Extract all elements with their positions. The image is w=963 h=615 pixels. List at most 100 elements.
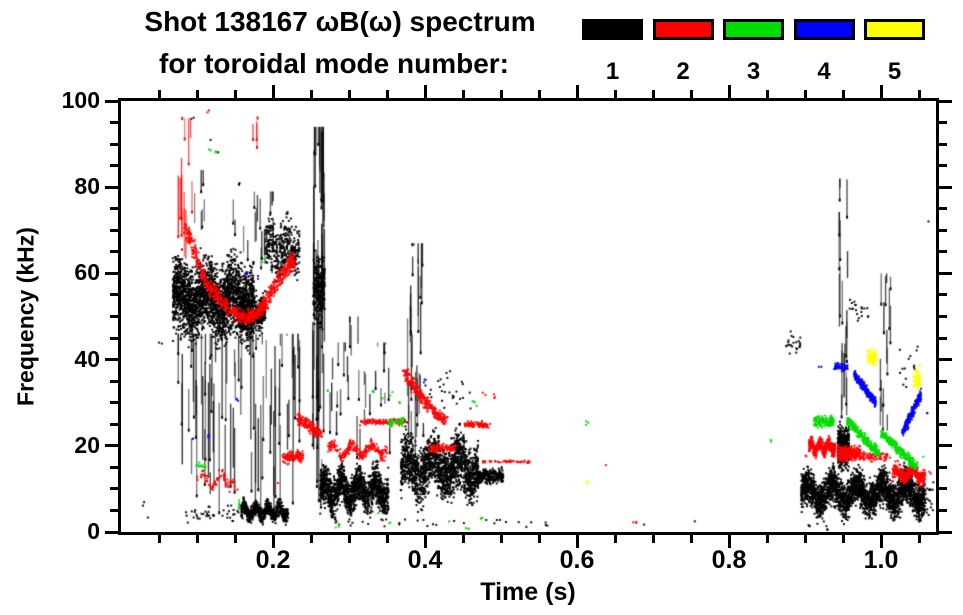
y-minor-tick-right — [939, 465, 947, 469]
y-major-tick — [105, 358, 118, 362]
y-tick-label: 100 — [61, 87, 100, 113]
x-axis-title: Time (s) — [480, 578, 576, 606]
y-minor-tick — [110, 293, 118, 297]
y-minor-tick — [110, 487, 118, 491]
y-minor-tick — [110, 379, 118, 383]
x-minor-tick-top — [195, 90, 199, 98]
x-minor-tick — [765, 535, 769, 543]
legend-number-4: 4 — [817, 58, 831, 85]
y-minor-tick-right — [939, 315, 947, 318]
x-minor-tick-top — [157, 90, 161, 98]
y-minor-tick-right — [939, 164, 947, 168]
y-tick-label: 20 — [74, 431, 100, 458]
x-minor-tick — [841, 535, 845, 543]
x-major-tick — [271, 535, 275, 548]
x-minor-tick — [499, 535, 503, 543]
x-major-tick-top — [271, 85, 275, 98]
x-minor-tick — [689, 535, 693, 543]
chart-title-line2: for toroidal mode number: — [159, 48, 509, 79]
x-minor-tick — [309, 535, 313, 543]
x-minor-tick — [917, 535, 921, 543]
x-minor-tick — [385, 535, 389, 543]
x-tick-label: 0.4 — [407, 546, 443, 574]
x-minor-tick — [461, 535, 465, 543]
y-minor-tick — [110, 401, 118, 405]
x-minor-tick — [651, 535, 655, 543]
y-minor-tick — [110, 336, 118, 340]
x-minor-tick-top — [499, 90, 503, 98]
y-minor-tick — [110, 250, 118, 254]
x-major-tick — [727, 535, 731, 548]
y-major-tick — [105, 530, 118, 534]
x-minor-tick — [347, 535, 351, 543]
y-minor-tick-right — [939, 293, 947, 297]
x-major-tick-top — [879, 85, 883, 98]
mode-legend: 1 2 3 4 5 — [0, 0, 963, 95]
x-major-tick-top — [727, 85, 731, 98]
y-minor-tick-right — [939, 142, 947, 146]
y-minor-tick — [110, 142, 118, 146]
y-minor-tick-right — [939, 336, 947, 340]
y-tick-label: 40 — [74, 345, 100, 372]
x-major-tick-top — [575, 85, 579, 98]
chart-title-line1: Shot 138167 ωB(ω) spectrum — [144, 6, 536, 37]
x-minor-tick-top — [917, 90, 921, 98]
x-tick-label: 0.6 — [559, 546, 595, 574]
y-tick-label: 0 — [87, 518, 100, 544]
x-minor-tick-top — [537, 90, 541, 98]
y-major-tick-right — [939, 271, 952, 275]
legend-number-5: 5 — [887, 58, 902, 85]
y-minor-tick-right — [939, 487, 947, 491]
y-minor-tick — [110, 164, 118, 168]
x-minor-tick-top — [689, 90, 693, 98]
legend-swatch-5 — [864, 19, 925, 40]
y-minor-tick — [110, 207, 118, 211]
x-tick-label: 1.0 — [863, 546, 899, 574]
y-minor-tick-right — [939, 401, 947, 405]
x-major-tick — [575, 535, 579, 548]
y-minor-tick-right — [939, 121, 947, 125]
plot-axes-box — [118, 98, 939, 535]
y-minor-tick — [110, 422, 118, 426]
y-minor-tick-right — [939, 250, 947, 254]
y-minor-tick-right — [939, 228, 947, 232]
y-axis-title: Frequency (kHz) — [12, 227, 39, 406]
spectrogram-canvas — [121, 101, 936, 532]
legend-number-3: 3 — [746, 58, 761, 85]
y-minor-tick — [110, 121, 118, 125]
y-major-tick-right — [939, 185, 952, 189]
y-minor-tick-right — [939, 379, 947, 383]
x-tick-label: 0.2 — [255, 546, 291, 574]
y-minor-tick-right — [939, 508, 947, 512]
y-tick-label: 80 — [74, 173, 100, 200]
x-minor-tick-top — [233, 90, 237, 98]
y-tick-label: 60 — [74, 259, 100, 286]
y-major-tick — [105, 271, 118, 275]
legend-number-2: 2 — [676, 58, 690, 85]
x-minor-tick-top — [765, 90, 769, 98]
y-major-tick — [105, 444, 118, 448]
x-minor-tick-top — [309, 90, 313, 98]
x-minor-tick-top — [461, 90, 465, 98]
x-minor-tick — [233, 535, 237, 543]
x-minor-tick — [157, 535, 161, 543]
y-minor-tick-right — [939, 207, 947, 211]
y-major-tick-right — [939, 358, 952, 362]
x-minor-tick-top — [385, 90, 389, 98]
x-minor-tick-top — [803, 90, 807, 98]
y-minor-tick — [110, 228, 118, 232]
legend-swatch-2 — [652, 19, 714, 40]
y-major-tick — [105, 99, 118, 103]
x-major-tick — [879, 535, 883, 548]
x-minor-tick-top — [613, 90, 617, 98]
y-major-tick-right — [939, 530, 952, 534]
y-minor-tick — [110, 465, 118, 469]
x-minor-tick — [195, 535, 199, 543]
legend-swatch-4 — [793, 19, 855, 40]
x-minor-tick — [537, 535, 541, 543]
x-major-tick — [423, 535, 427, 548]
x-minor-tick — [803, 535, 807, 543]
x-tick-label: 0.8 — [711, 546, 747, 574]
legend-swatch-1 — [582, 19, 643, 40]
